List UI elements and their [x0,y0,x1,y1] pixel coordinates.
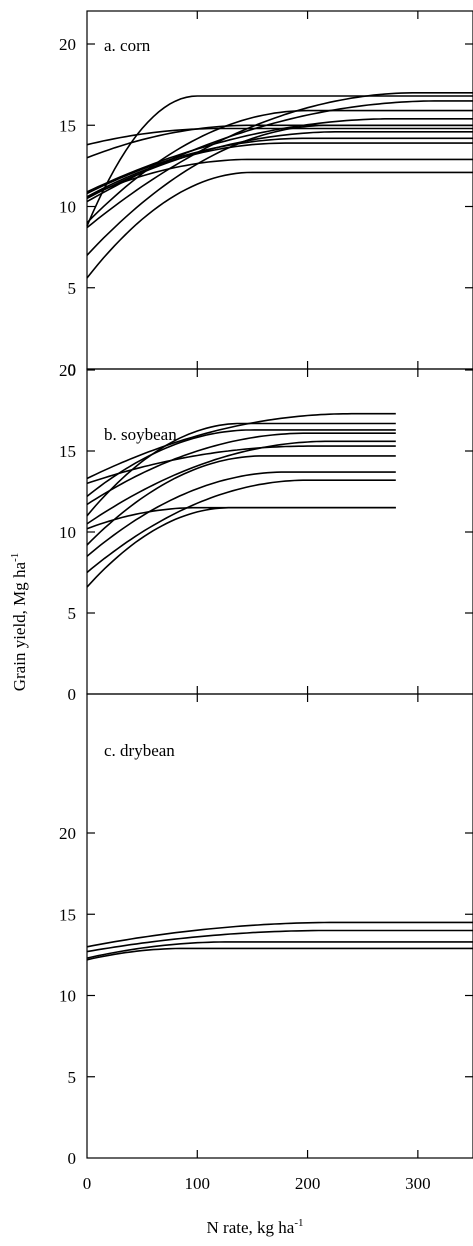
y-tick-label: 15 [59,116,76,135]
y-tick-label: 20 [59,361,76,380]
curve-3-4 [86,921,473,948]
y-tick-label: 10 [59,523,76,542]
curve-3-2 [86,941,473,959]
x-axis-title: N rate, kg ha-1 [207,1217,304,1237]
curve-1-6 [86,158,473,198]
curve-2-2 [86,506,396,530]
y-tick-label: 5 [68,1068,77,1087]
x-tick-label: 200 [295,1174,321,1193]
y-tick-label: 15 [59,905,76,924]
x-tick-label: 300 [405,1174,431,1193]
curve-1-3 [86,124,473,256]
curve-3-3 [86,929,473,953]
y-axis-title: Grain yield, Mg ha-1 [9,553,29,692]
curve-2-5 [86,455,396,546]
curve-2-1 [86,506,396,588]
curve-2-6 [86,440,396,525]
y-tick-label: 20 [59,35,76,54]
curve-2-8 [86,429,396,498]
curve-2-9 [86,422,396,517]
panel-label-2: b. soybean [104,425,177,444]
y-tick-label: 15 [59,442,76,461]
x-tick-label: 100 [185,1174,211,1193]
y-tick-label: 10 [59,198,76,217]
y-tick-label: 5 [68,604,77,623]
curve-1-13 [86,142,473,198]
y-tick-label: 0 [68,1149,77,1168]
curve-2-3 [86,479,396,574]
curve-1-8 [86,131,473,200]
y-tick-label: 5 [68,279,77,298]
y-tick-label: 20 [59,824,76,843]
curve-1-7 [86,137,473,195]
curve-1-4 [86,92,473,229]
curve-3-1 [86,947,473,961]
curve-1-1 [86,95,473,227]
panel-label-1: a. corn [104,36,151,55]
y-tick-label: 10 [59,987,76,1006]
y-tick-label: 0 [68,685,77,704]
curve-2-7 [86,432,396,506]
curve-2-10 [86,412,396,480]
curve-2-4 [86,471,396,557]
panel-frame-1 [86,10,473,370]
panel-frame-3 [86,693,473,1159]
x-tick-label: 0 [83,1174,92,1193]
curve-2-11 [86,445,396,485]
y-tick-label: 0 [68,360,77,379]
curve-1-2 [86,171,473,279]
curve-1-11 [86,118,473,193]
curve-1-9 [86,124,473,159]
panel-label-3: c. drybean [104,741,175,760]
